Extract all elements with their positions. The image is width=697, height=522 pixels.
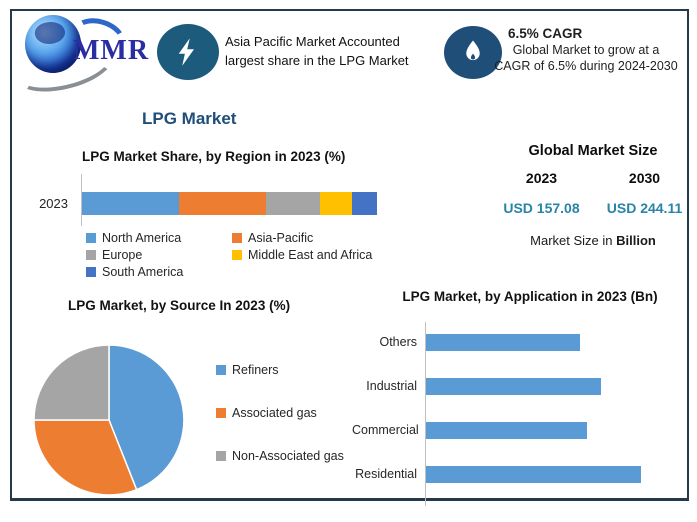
page-title: LPG Market xyxy=(142,109,237,128)
value-2023: USD 157.08 xyxy=(503,200,580,216)
legend-label: Middle East and Africa xyxy=(248,248,373,262)
application-category-label: Industrial xyxy=(366,379,417,393)
flame-icon xyxy=(466,40,480,60)
region-segment xyxy=(179,192,267,215)
legend-item: Europe xyxy=(86,248,232,262)
application-bar xyxy=(426,465,641,483)
legend-item: Non-Associated gas xyxy=(216,449,344,463)
legend-item: Refiners xyxy=(216,363,344,377)
market-size-title: Global Market Size xyxy=(528,143,658,159)
value-2030: USD 244.11 xyxy=(606,200,683,216)
year-2023: 2023 xyxy=(525,170,558,186)
legend-label: South America xyxy=(102,265,184,279)
application-bar xyxy=(426,377,601,395)
legend-swatch xyxy=(86,267,96,277)
pie-slice xyxy=(33,419,138,496)
application-row: Industrial xyxy=(352,364,682,408)
lightning-icon xyxy=(178,38,194,66)
legend-swatch xyxy=(86,250,96,260)
infographic-frame: MMR Asia Pacific Market Accounted larges… xyxy=(8,9,689,506)
mmr-logo: MMR xyxy=(8,11,162,101)
legend-item: North America xyxy=(86,231,232,245)
application-row: Residential xyxy=(352,452,682,496)
legend-swatch xyxy=(216,365,226,375)
legend-item: Asia-Pacific xyxy=(232,231,418,245)
legend-item: Associated gas xyxy=(216,406,344,420)
application-rows: Others Industrial Commercial Residential xyxy=(352,320,682,496)
legend-swatch xyxy=(86,233,96,243)
legend-label: Europe xyxy=(102,248,143,262)
global-market-size-panel: Global Market Size 2023 2030 USD 157.08 … xyxy=(490,143,696,248)
pie-slice xyxy=(33,344,110,421)
flame-badge xyxy=(444,26,502,79)
region-stacked-bar xyxy=(82,192,377,215)
source-chart-title: LPG Market, by Source In 2023 (%) xyxy=(68,298,291,313)
year-2030: 2030 xyxy=(628,170,661,186)
region-segment xyxy=(266,192,321,215)
cagr-body: Global Market to grow at a CAGR of 6.5% … xyxy=(494,43,678,73)
region-y-axis-line xyxy=(81,174,82,226)
note-unit: Billion xyxy=(616,233,656,248)
legend-item: Middle East and Africa xyxy=(232,248,418,262)
application-bar xyxy=(426,333,580,351)
region-segment xyxy=(351,192,377,215)
market-size-values: USD 157.08 USD 244.11 xyxy=(490,200,696,216)
legend-label: Asia-Pacific xyxy=(248,231,314,245)
legend-label: North America xyxy=(102,231,182,245)
legend-label: Non-Associated gas xyxy=(232,449,344,463)
legend-label: Associated gas xyxy=(232,406,317,420)
source-pie xyxy=(33,344,185,496)
cagr-title: 6.5% CAGR xyxy=(508,26,583,41)
application-category-label: Others xyxy=(379,335,417,349)
logo-text: MMR xyxy=(73,35,150,66)
asia-pacific-highlight-text: Asia Pacific Market Accounted largest sh… xyxy=(225,34,409,68)
pie-slice xyxy=(108,344,185,491)
lightning-badge xyxy=(157,24,219,80)
globe-icon xyxy=(25,15,81,73)
market-size-years: 2023 2030 xyxy=(490,170,696,186)
legend-item: South America xyxy=(86,265,232,279)
application-category-label: Commercial xyxy=(352,423,419,437)
application-y-axis-line xyxy=(425,322,426,506)
region-axis-label: 2023 xyxy=(39,196,68,211)
region-segment xyxy=(320,192,352,215)
note-prefix: Market Size in xyxy=(530,233,617,248)
legend-swatch xyxy=(232,250,242,260)
legend-swatch xyxy=(216,451,226,461)
application-row: Others xyxy=(352,320,682,364)
application-row: Commercial xyxy=(352,408,682,452)
cagr-block: 6.5% CAGR Global Market to grow at a CAG… xyxy=(494,26,678,74)
application-bar xyxy=(426,421,587,439)
region-legend: North America Asia-Pacific Europe Middle Ea… xyxy=(86,231,418,279)
region-segment xyxy=(82,192,180,215)
legend-swatch xyxy=(232,233,242,243)
legend-label: Refiners xyxy=(232,363,279,377)
market-size-note: Market Size in Billion xyxy=(490,233,696,248)
region-chart-title: LPG Market Share, by Region in 2023 (%) xyxy=(82,149,346,164)
application-chart-title: LPG Market, by Application in 2023 (Bn) xyxy=(402,289,658,304)
application-category-label: Residential xyxy=(355,467,417,481)
source-legend: Refiners Associated gas Non-Associated gas xyxy=(216,363,344,463)
legend-swatch xyxy=(216,408,226,418)
